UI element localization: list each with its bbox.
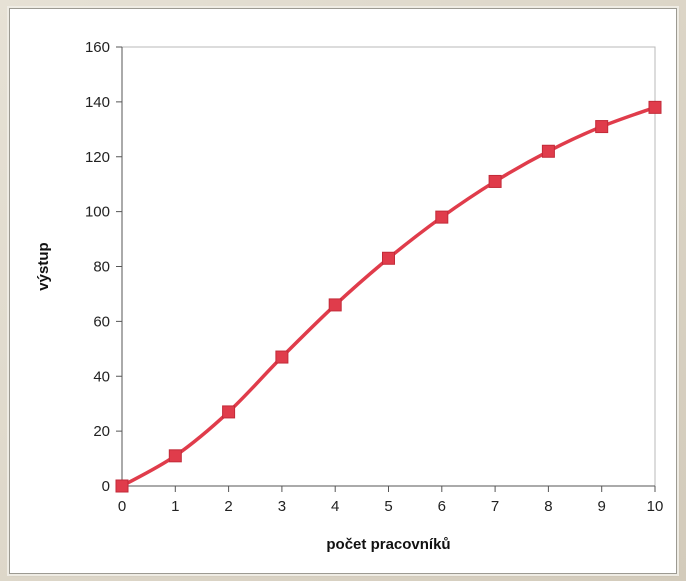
data-point xyxy=(435,210,449,224)
data-point xyxy=(648,100,662,114)
plot-border xyxy=(121,46,656,487)
x-axis-title: počet pracovníků xyxy=(326,536,450,553)
y-tick-label: 40 xyxy=(93,368,110,385)
x-tick-label: 10 xyxy=(647,498,664,515)
data-point xyxy=(595,120,609,134)
y-tick-label: 100 xyxy=(85,204,110,221)
y-axis: 0 20 40 60 80 100 120 140 160 xyxy=(85,39,123,495)
data-point xyxy=(488,174,502,188)
y-tick-label: 140 xyxy=(85,94,110,111)
plot-area xyxy=(121,46,656,487)
x-tick-label: 5 xyxy=(384,498,392,515)
data-point xyxy=(382,251,395,265)
y-axis-title: výstup xyxy=(35,242,52,290)
x-tick-label: 1 xyxy=(171,498,179,515)
data-point xyxy=(275,350,289,364)
x-tick-label: 0 xyxy=(118,498,126,515)
data-point xyxy=(168,449,182,463)
x-tick-label: 9 xyxy=(598,498,606,515)
data-point xyxy=(222,405,236,419)
x-axis: 0 1 2 3 4 5 6 7 8 9 10 xyxy=(118,485,664,515)
y-tick-label: 160 xyxy=(85,39,110,56)
series-layer xyxy=(115,100,662,493)
x-tick-label: 6 xyxy=(438,498,446,515)
y-tick-label: 80 xyxy=(93,259,110,276)
y-tick-label: 20 xyxy=(93,423,110,440)
data-point xyxy=(328,298,342,312)
data-point xyxy=(115,479,129,493)
y-tick-label: 60 xyxy=(93,313,110,330)
x-tick-label: 2 xyxy=(224,498,232,515)
x-tick-label: 4 xyxy=(331,498,339,515)
x-tick-label: 7 xyxy=(491,498,499,515)
y-tick-label: 120 xyxy=(85,149,110,166)
data-point xyxy=(541,144,555,158)
x-tick-label: 8 xyxy=(544,498,552,515)
x-tick-label: 3 xyxy=(278,498,286,515)
y-tick-label: 0 xyxy=(102,478,110,495)
